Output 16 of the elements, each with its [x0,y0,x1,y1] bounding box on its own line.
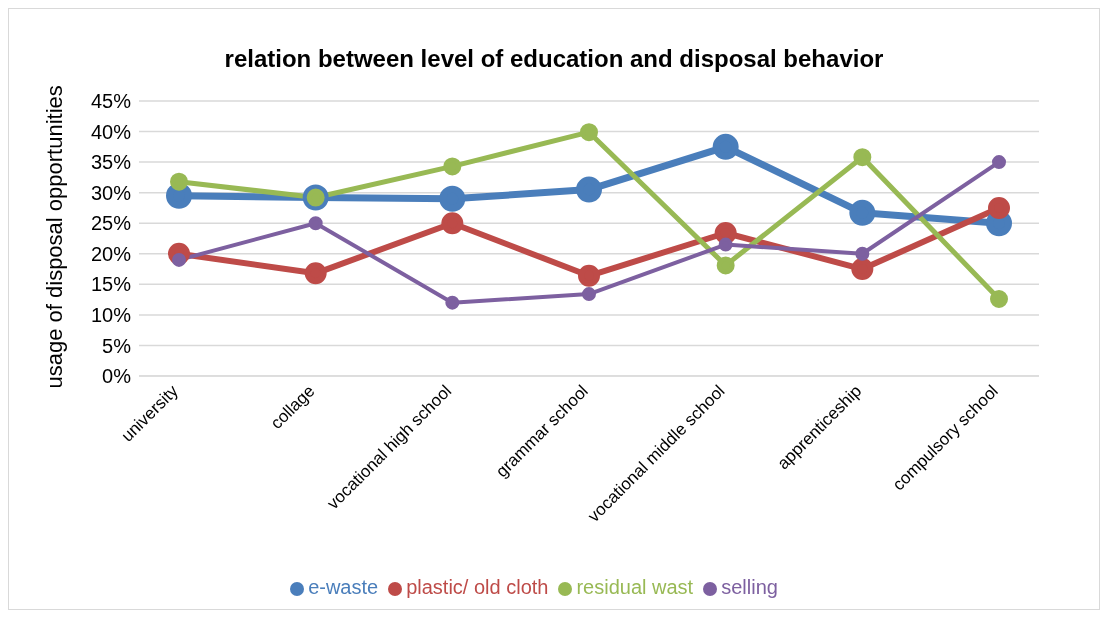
legend-label: residual wast [576,576,694,598]
legend-label: selling [721,576,778,598]
y-tick-label: 10% [90,303,132,326]
y-tick-label: 35% [90,151,132,174]
y-tick-label: 30% [90,181,132,204]
chart-title: relation between level of education and disposal behavior [223,45,885,73]
y-tick-label: 5% [102,334,132,357]
y-tick-label: 15% [90,273,132,296]
legend-label: plastic/ old cloth [406,576,549,598]
y-tick-label: 20% [90,242,132,265]
y-tick-label: 40% [90,120,132,143]
y-tick-label: 45% [90,90,132,113]
legend-label: e-waste [308,576,379,598]
y-tick-label: 25% [90,212,132,235]
y-axis-title: usage of disposal opportunities [41,85,67,389]
y-tick-label: 0% [102,365,132,388]
